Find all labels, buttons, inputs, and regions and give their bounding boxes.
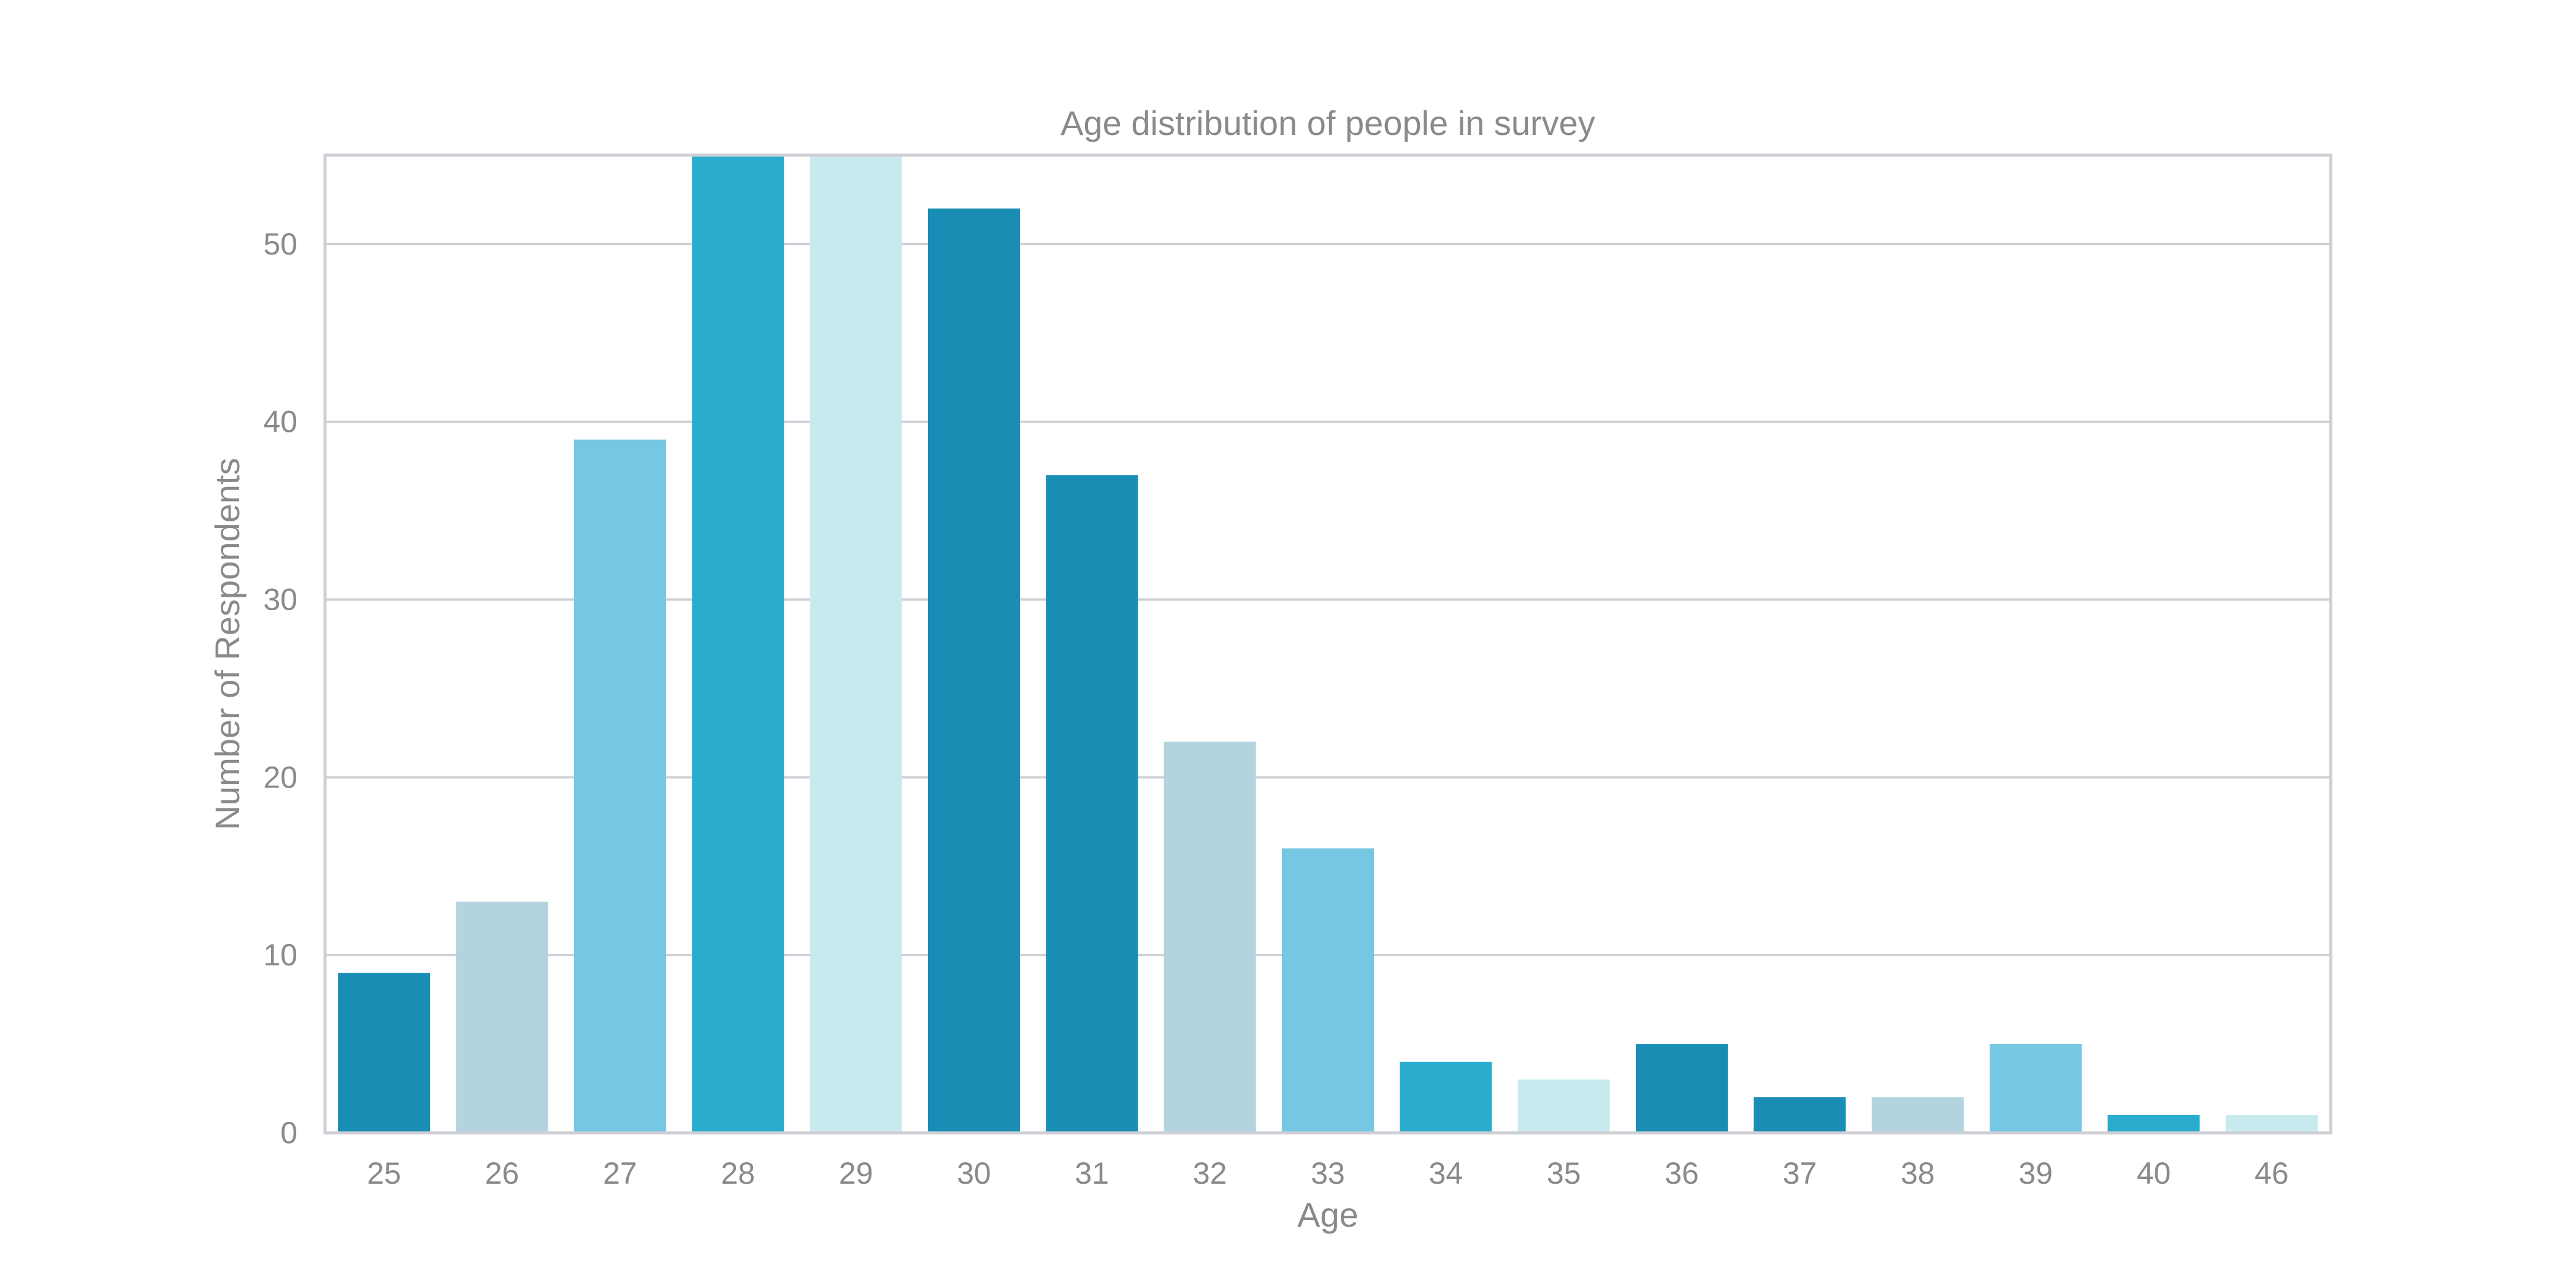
bar-33: [1281, 848, 1374, 1133]
x-tick-label: 27: [603, 1156, 637, 1190]
y-tick-label: 40: [263, 405, 297, 439]
y-tick-label: 10: [263, 938, 297, 972]
y-tick-label: 30: [263, 583, 297, 617]
x-axis-ticks: 25 26 27 28 29 30 31 32 33 34 35 36 37 38 39 40 46: [367, 1156, 2288, 1190]
x-tick-label: 39: [2018, 1156, 2053, 1190]
y-tick-label: 0: [280, 1116, 297, 1150]
plot-frame: [323, 153, 2333, 1135]
bar-32: [1163, 742, 1256, 1133]
bar-40: [2107, 1115, 2200, 1133]
bar-36: [1636, 1044, 1728, 1133]
bar-30: [927, 208, 1020, 1133]
x-tick-label: 25: [367, 1156, 401, 1190]
x-tick-label: 36: [1665, 1156, 1699, 1190]
bars: [338, 155, 2318, 1133]
bar-34: [1400, 1062, 1492, 1133]
x-tick-label: 37: [1783, 1156, 1817, 1190]
bar-35: [1517, 1079, 1610, 1133]
bar-28: [692, 155, 784, 1133]
x-tick-label: 28: [721, 1156, 755, 1190]
y-axis-ticks: 0 10 20 30 40 50: [263, 227, 297, 1150]
x-tick-label: 35: [1547, 1156, 1581, 1190]
x-tick-label: 26: [485, 1156, 519, 1190]
x-tick-label: 40: [2137, 1156, 2171, 1190]
y-axis-label: Number of Respondents: [208, 458, 247, 830]
y-tick-label: 50: [263, 227, 297, 261]
bar-27: [573, 439, 666, 1133]
chart-title: Age distribution of people in survey: [1060, 104, 1595, 142]
bar-38: [1871, 1097, 1964, 1133]
bar-46: [2225, 1115, 2318, 1133]
bar-29: [810, 155, 902, 1133]
x-tick-label: 31: [1075, 1156, 1109, 1190]
x-tick-label: 46: [2255, 1156, 2289, 1190]
x-tick-label: 34: [1429, 1156, 1463, 1190]
bar-26: [456, 902, 548, 1133]
bar-31: [1046, 475, 1138, 1133]
bar-39: [1990, 1044, 2082, 1133]
x-tick-label: 30: [957, 1156, 991, 1190]
x-tick-label: 38: [1901, 1156, 1935, 1190]
x-axis-label: Age: [1297, 1195, 1359, 1234]
x-tick-label: 33: [1311, 1156, 1345, 1190]
x-tick-label: 29: [839, 1156, 873, 1190]
bar-37: [1754, 1097, 1846, 1133]
x-tick-label: 32: [1193, 1156, 1227, 1190]
bar-25: [338, 973, 431, 1133]
y-tick-label: 20: [263, 760, 297, 794]
